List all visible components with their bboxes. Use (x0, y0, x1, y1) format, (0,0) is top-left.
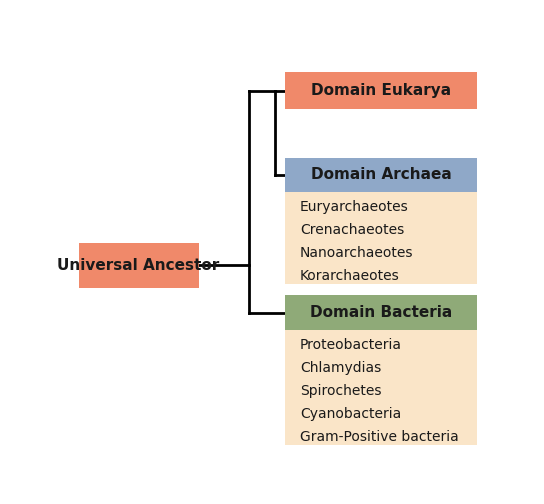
Text: Gram-Positive bacteria: Gram-Positive bacteria (300, 430, 459, 444)
FancyBboxPatch shape (78, 243, 199, 287)
Text: Euryarchaeotes: Euryarchaeotes (300, 200, 409, 214)
Text: Domain Archaea: Domain Archaea (311, 167, 452, 182)
Text: Cyanobacteria: Cyanobacteria (300, 407, 401, 421)
Text: Universal Ancestor: Universal Ancestor (58, 258, 220, 273)
FancyBboxPatch shape (285, 330, 477, 445)
Text: Domain Eukarya: Domain Eukarya (311, 83, 451, 98)
Text: Korarchaeotes: Korarchaeotes (300, 269, 400, 283)
Text: Domain Bacteria: Domain Bacteria (310, 305, 452, 320)
Text: Crenachaeotes: Crenachaeotes (300, 223, 404, 237)
Text: Spirochetes: Spirochetes (300, 384, 381, 398)
FancyBboxPatch shape (285, 295, 477, 330)
Text: Chlamydias: Chlamydias (300, 361, 381, 375)
FancyBboxPatch shape (285, 157, 477, 193)
Text: Nanoarchaeotes: Nanoarchaeotes (300, 246, 413, 260)
FancyBboxPatch shape (285, 72, 477, 109)
Text: Proteobacteria: Proteobacteria (300, 338, 402, 352)
FancyBboxPatch shape (285, 193, 477, 284)
